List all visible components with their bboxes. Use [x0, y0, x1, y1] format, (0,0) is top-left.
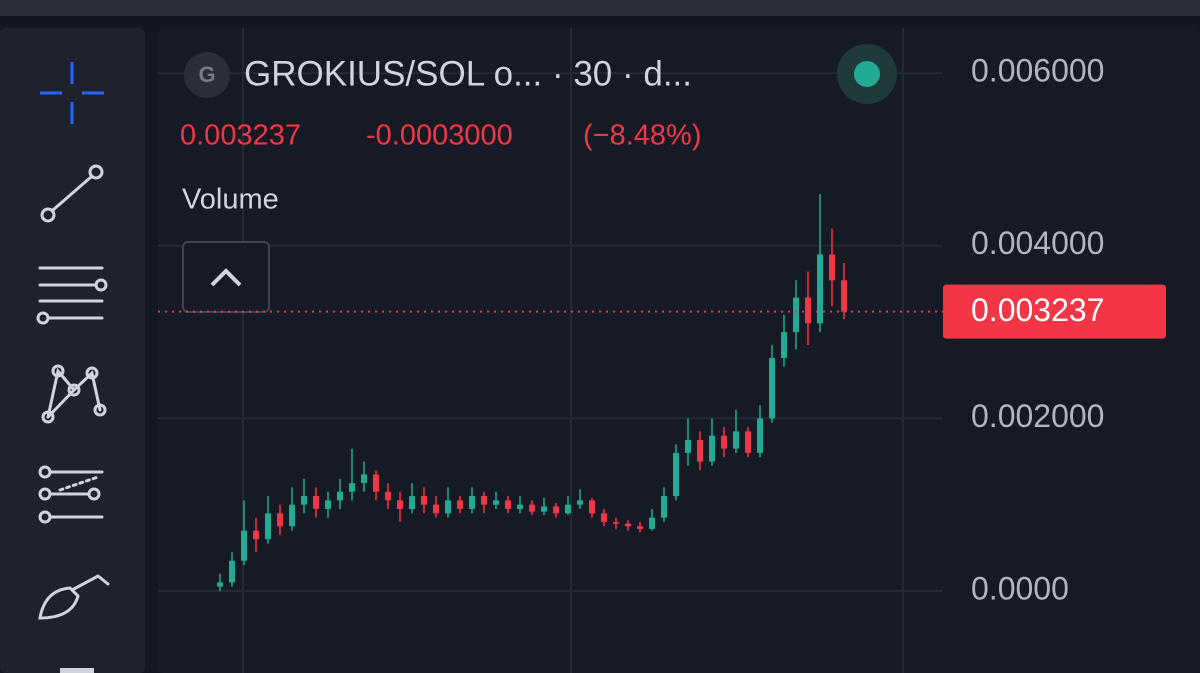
price-change: -0.0003000 — [366, 120, 513, 152]
candle-body — [649, 517, 655, 529]
candle-body — [433, 504, 439, 514]
candle-body — [265, 513, 271, 540]
candle-body — [529, 504, 535, 512]
candle-body — [277, 513, 283, 527]
candle-body — [217, 582, 223, 587]
candle-body — [289, 504, 295, 527]
candle-body — [241, 530, 247, 561]
y-tick-label: 0.006000 — [971, 53, 1104, 89]
symbol-title[interactable]: GROKIUS/SOL o... · 30 · d... — [244, 54, 692, 93]
candle-body — [685, 439, 691, 453]
price-change-pct: (−8.48%) — [583, 120, 701, 152]
toolbar-more — [60, 668, 94, 673]
candle-body — [637, 526, 643, 529]
candle-body — [337, 491, 343, 501]
candle-body — [349, 483, 355, 492]
volume-label: Volume — [182, 184, 279, 216]
candle-body — [613, 521, 619, 524]
candle-body — [841, 280, 847, 312]
candle-body — [577, 500, 583, 505]
candle-body — [553, 506, 559, 514]
candle-body — [481, 496, 487, 505]
collapse-button[interactable] — [182, 241, 270, 313]
candle-body — [409, 496, 415, 510]
y-tick-label: 0.004000 — [971, 225, 1104, 261]
candle-body — [601, 513, 607, 522]
candle-body — [373, 474, 379, 492]
candle-body — [397, 500, 403, 510]
candle-body — [745, 431, 751, 453]
last-price: 0.003237 — [180, 120, 301, 152]
candle-body — [301, 496, 307, 505]
candle-body — [793, 297, 799, 333]
candle-body — [541, 506, 547, 512]
status-dot — [854, 61, 880, 87]
candle-body — [769, 357, 775, 419]
symbol-icon-letter: G — [198, 62, 215, 87]
chart-pane — [158, 28, 1200, 673]
candle-body — [469, 496, 475, 510]
candle-body — [445, 500, 451, 514]
candle-body — [229, 560, 235, 583]
candle-body — [385, 491, 391, 501]
candle-body — [721, 435, 727, 449]
candle-body — [325, 500, 331, 510]
candle-body — [505, 500, 511, 510]
candle-body — [313, 496, 319, 510]
candle-body — [697, 439, 703, 462]
candle-body — [709, 435, 715, 462]
candle-body — [589, 500, 595, 514]
candle-body — [457, 500, 463, 510]
candle-body — [805, 297, 811, 324]
candle-body — [493, 500, 499, 505]
fib-tool[interactable] — [36, 266, 108, 325]
top-bar — [0, 0, 1200, 16]
last-price-axis-label: 0.003237 — [971, 292, 1104, 328]
candle-body — [829, 254, 835, 281]
candle-body — [625, 523, 631, 527]
prediction-tool[interactable] — [38, 465, 104, 524]
candle-body — [517, 504, 523, 510]
crosshair-tool[interactable] — [40, 62, 104, 124]
candle-body — [253, 530, 259, 540]
candle-body — [781, 332, 787, 358]
last-price-badge — [943, 284, 1166, 339]
candle-body — [817, 254, 823, 324]
candle-body — [733, 431, 739, 449]
candle-body — [673, 452, 679, 497]
candle-body — [757, 418, 763, 453]
candle-body — [421, 496, 427, 505]
symbol-icon — [184, 52, 230, 98]
candle-body — [661, 496, 667, 518]
y-tick-label: 0.0000 — [971, 570, 1069, 606]
toolbar — [0, 28, 145, 673]
brush-tool[interactable] — [38, 574, 110, 620]
trendline-tool[interactable] — [40, 164, 104, 223]
y-tick-label: 0.002000 — [971, 398, 1104, 434]
pattern-tool[interactable] — [41, 364, 107, 424]
candle-body — [361, 474, 367, 484]
candle-body — [565, 504, 571, 514]
